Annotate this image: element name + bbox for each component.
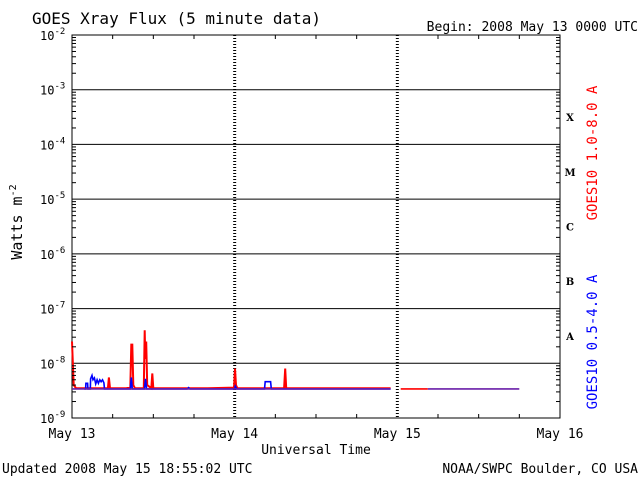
y-tick-label: 10-7: [40, 301, 65, 317]
y-axis-label: Watts m-2: [8, 184, 26, 259]
y-tick-exp: -7: [54, 301, 65, 311]
y-tick-base: 10: [40, 138, 54, 152]
x-tick-label: May 16: [537, 427, 584, 442]
x-tick-label: May 15: [374, 427, 421, 442]
begin-label: Begin: 2008 May 13 0000 UTC: [427, 20, 638, 35]
y-tick-label: 10-4: [40, 136, 65, 152]
legend-short-channel: GOES10 0.5-4.0 A: [585, 274, 601, 409]
y-tick-base: 10: [40, 357, 54, 371]
flare-class-label: C: [566, 223, 574, 234]
y-tick-base: 10: [40, 193, 54, 207]
y-tick-base: 10: [40, 248, 54, 262]
x-tick-label: May 14: [211, 427, 258, 442]
y-tick-layer: 10-210-310-410-510-610-710-810-9: [40, 27, 560, 426]
series-line: [71, 330, 391, 391]
y-tick-exp: -3: [54, 82, 65, 92]
y-tick-exp: -2: [54, 27, 65, 37]
flare-class-layer: X M C B A: [564, 113, 575, 343]
flare-class-label: M: [564, 168, 575, 179]
flare-class-label: B: [566, 277, 574, 288]
credit-label: NOAA/SWPC Boulder, CO USA: [442, 462, 638, 477]
flare-class-label: A: [565, 332, 574, 343]
y-tick-exp: -6: [54, 246, 65, 256]
y-tick-label: 10-3: [40, 82, 65, 98]
y-tick-label: 10-2: [40, 27, 65, 43]
flare-class-label: X: [566, 113, 574, 124]
y-tick-exp: -4: [54, 136, 65, 146]
x-tick-layer: May 13 May 14 May 15 May 16: [49, 35, 584, 442]
y-tick-base: 10: [40, 412, 54, 426]
y-tick-label: 10-9: [40, 410, 65, 426]
y-tick-base: 10: [40, 84, 54, 98]
legend-long-channel: GOES10 1.0-8.0 A: [585, 85, 601, 220]
y-tick-base: 10: [40, 29, 54, 43]
y-tick-exp: -9: [54, 410, 65, 420]
updated-timestamp: Updated 2008 May 15 18:55:02 UTC: [2, 462, 252, 477]
y-tick-label: 10-5: [40, 191, 65, 207]
y-tick-label: 10-8: [40, 355, 65, 371]
y-tick-exp: -8: [54, 355, 65, 365]
x-tick-label: May 13: [49, 427, 96, 442]
grid-layer: [72, 35, 560, 418]
y-axis-label-exp: -2: [8, 184, 19, 196]
y-axis-label-base: Watts m: [8, 196, 26, 259]
x-axis-label: Universal Time: [261, 443, 371, 458]
series-layer: [71, 330, 520, 391]
y-tick-base: 10: [40, 303, 54, 317]
y-tick-label: 10-6: [40, 246, 65, 262]
y-tick-exp: -5: [54, 191, 65, 201]
chart-title: GOES Xray Flux (5 minute data): [32, 9, 321, 28]
